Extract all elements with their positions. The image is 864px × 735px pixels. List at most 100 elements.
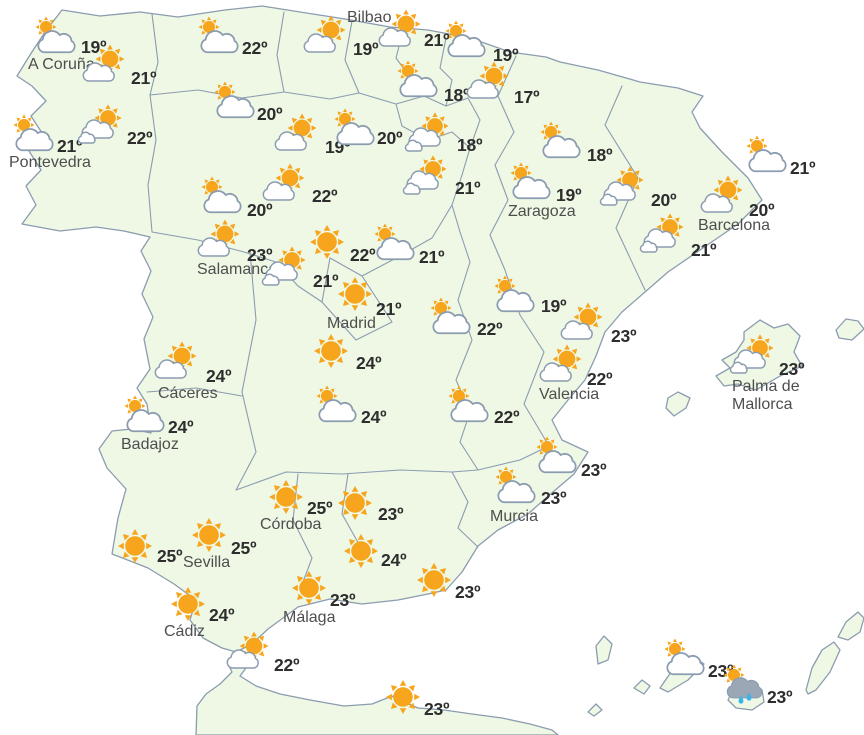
- temperature-label: 21º: [376, 299, 402, 319]
- sun-cloud-icon: [154, 341, 197, 379]
- sun-cloud-icon: [274, 113, 317, 151]
- temperature-label: 18º: [444, 85, 470, 105]
- city-label: A Coruña: [28, 56, 95, 73]
- temperature-label: 25º: [157, 546, 183, 566]
- cloud-sun-icon: [13, 114, 54, 152]
- cloud-sun-icon: [448, 385, 489, 423]
- temperature-label: 18º: [457, 135, 483, 155]
- temperature-label: 21º: [424, 30, 450, 50]
- temperature-label: 23º: [779, 359, 805, 379]
- sun-icon: [338, 486, 372, 520]
- cloud-sun-icon: [124, 395, 165, 433]
- city-label: Murcia: [490, 508, 539, 525]
- temperature-label: 22º: [242, 38, 268, 58]
- city-label: Barcelona: [698, 217, 771, 234]
- temperature-label: 24º: [381, 550, 407, 570]
- city-label: Sevilla: [183, 554, 231, 571]
- la-gomera-island: [633, 679, 651, 695]
- sun-clouds-icon: [599, 166, 644, 206]
- temperature-label: 17º: [514, 87, 540, 107]
- menorca-island: [835, 318, 864, 341]
- temperature-label: 22º: [274, 655, 300, 675]
- sun-clouds-icon: [261, 246, 306, 286]
- lanzarote-island: [837, 611, 864, 641]
- temperature-label: 25º: [307, 498, 333, 518]
- temperature-label: 22º: [587, 369, 613, 389]
- temperature-label: 24º: [356, 353, 382, 373]
- cloud-sun-icon: [445, 20, 486, 58]
- sun-cloud-icon: [197, 219, 240, 257]
- city-label: Zaragoza: [508, 203, 576, 220]
- city-label: Cáceres: [158, 385, 218, 402]
- city-label: Madrid: [327, 315, 376, 332]
- sun-clouds-icon: [402, 155, 447, 195]
- temperature-label: 19º: [353, 39, 379, 59]
- temperature-label: 20º: [247, 200, 273, 220]
- temperature-label: 23º: [708, 661, 734, 681]
- cloud-sun-icon: [510, 162, 551, 200]
- north-africa-coast: [195, 653, 559, 735]
- temperature-label: 21º: [131, 68, 157, 88]
- cloud-sun-icon: [374, 223, 415, 261]
- sun-icon: [344, 534, 378, 568]
- el-hierro-island: [587, 703, 603, 717]
- sun-cloud-icon: [466, 61, 509, 99]
- temperature-label: 22º: [127, 128, 153, 148]
- sun-clouds-icon: [729, 334, 774, 374]
- cloud-sun-icon: [214, 81, 255, 119]
- sun-rain-icon: [723, 664, 763, 704]
- cloud-sun-icon: [536, 436, 577, 474]
- temperature-label: 19º: [81, 37, 107, 57]
- sun-cloud-icon: [226, 631, 269, 669]
- city-label: Palma de Mallorca: [732, 378, 800, 414]
- city-label: Valencia: [539, 386, 600, 403]
- temperature-label: 23º: [424, 699, 450, 719]
- temperature-label: 20º: [651, 190, 677, 210]
- city-label: Cádiz: [164, 623, 205, 640]
- temperature-label: 19º: [556, 185, 582, 205]
- cloud-sun-icon: [316, 385, 357, 423]
- cloud-sun-icon: [430, 297, 471, 335]
- landmasses: [16, 5, 864, 735]
- city-label: Badajoz: [121, 436, 179, 453]
- temperature-label: 23º: [247, 245, 273, 265]
- sun-icon: [417, 563, 451, 597]
- temperature-label: 23º: [541, 488, 567, 508]
- city-label: Salamanca: [197, 261, 278, 278]
- temperature-label: 22º: [350, 245, 376, 265]
- cloud-sun-icon: [495, 466, 536, 504]
- temperature-label: 23º: [455, 582, 481, 602]
- sun-cloud-icon: [560, 302, 603, 340]
- sun-cloud-icon: [262, 163, 305, 201]
- temperature-label: 21º: [691, 240, 717, 260]
- cloud-sun-icon: [664, 638, 705, 676]
- cloud-sun-icon: [494, 275, 535, 313]
- temperature-label: 20º: [377, 128, 403, 148]
- temperature-label: 22º: [312, 186, 338, 206]
- sun-icon: [192, 518, 226, 552]
- city-label: Bilbao: [347, 9, 392, 26]
- temperature-label: 23º: [767, 687, 793, 707]
- cloud-sun-icon: [198, 16, 239, 54]
- sun-icon: [269, 480, 303, 514]
- temperature-label: 21º: [57, 136, 83, 156]
- fuerteventura-island: [805, 641, 841, 695]
- region-borders: [146, 11, 646, 591]
- cloud-sun-icon: [201, 176, 242, 214]
- sun-clouds-icon: [639, 213, 684, 253]
- cloud-sun-icon: [540, 121, 581, 159]
- la-palma-island: [595, 635, 613, 665]
- sun-clouds-icon: [404, 112, 449, 152]
- temperature-label: 20º: [257, 104, 283, 124]
- temperature-label: 22º: [477, 319, 503, 339]
- temperature-label: 19º: [493, 45, 519, 65]
- sun-clouds-icon: [77, 104, 122, 144]
- temperature-label: 21º: [790, 158, 816, 178]
- temperature-label: 24º: [361, 407, 387, 427]
- temperature-label: 20º: [749, 200, 775, 220]
- sun-cloud-icon: [82, 44, 125, 82]
- temperature-label: 23º: [330, 590, 356, 610]
- temperature-label: 24º: [209, 605, 235, 625]
